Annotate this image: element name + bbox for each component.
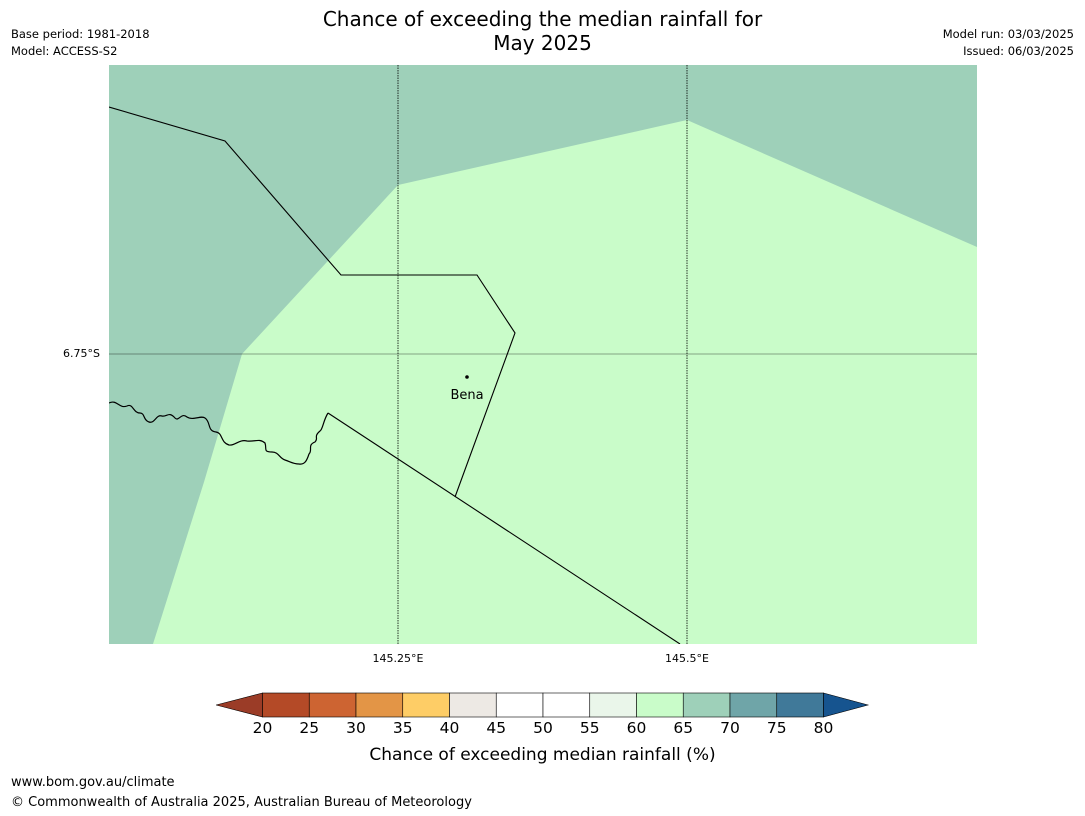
colorbar-label: Chance of exceeding median rainfall (%) — [369, 745, 716, 765]
band-60-65-region — [153, 120, 977, 644]
colorbar-tick-20: 20 — [252, 719, 273, 737]
model-name: Model: ACCESS-S2 — [11, 44, 118, 58]
colorbar-tick-70: 70 — [720, 719, 740, 737]
colorbar-tick-30: 30 — [346, 719, 366, 737]
colorbar-box-50-55 — [542, 692, 591, 718]
colorbar-tick-55: 55 — [579, 719, 600, 737]
province-boundary — [109, 106, 516, 498]
colorbar-box-60-65 — [636, 692, 684, 718]
province-boundary-south — [327, 412, 681, 644]
colorbar — [216, 692, 870, 718]
place-label-bena: Bena — [450, 388, 484, 403]
colorbar-box-55-60 — [589, 692, 637, 718]
colorbar-box-20-25 — [262, 692, 310, 718]
footer-copyright: © Commonwealth of Australia 2025, Austra… — [11, 795, 472, 810]
lat-label-6-75s: 6.75°S — [63, 347, 100, 360]
colorbar-tick-50: 50 — [533, 719, 553, 737]
colorbar-boxes — [262, 692, 824, 718]
colorbar-tick-65: 65 — [673, 719, 694, 737]
colorbar-tick-75: 75 — [766, 719, 787, 737]
issued-date: Issued: 06/03/2025 — [963, 44, 1074, 58]
model-run: Model run: 03/03/2025 — [942, 27, 1074, 41]
footer-url: www.bom.gov.au/climate — [11, 775, 175, 790]
colorbar-tick-80: 80 — [813, 719, 834, 737]
bena-marker — [465, 375, 469, 379]
coastline — [109, 401, 329, 465]
colorbar-tick-35: 35 — [392, 719, 413, 737]
map-svg — [109, 65, 977, 644]
colorbar-box-35-40 — [402, 692, 450, 718]
meta-right: Model run: 03/03/2025 Issued: 06/03/2025 — [943, 26, 1074, 60]
base-period: Base period: 1981-2018 — [11, 27, 150, 41]
title-line-2: May 2025 — [493, 31, 592, 55]
map-title: Chance of exceeding the median rainfall … — [0, 7, 1085, 55]
colorbar-box-25-30 — [308, 692, 357, 718]
colorbar-extend-low — [216, 692, 263, 718]
colorbar-tick-25: 25 — [299, 719, 320, 737]
colorbar-box-75-80 — [776, 692, 824, 718]
title-line-1: Chance of exceeding the median rainfall … — [322, 7, 763, 31]
meta-left: Base period: 1981-2018 Model: ACCESS-S2 — [11, 26, 150, 60]
colorbar-tick-45: 45 — [486, 719, 507, 737]
colorbar-tick-60: 60 — [626, 719, 647, 737]
colorbar-box-45-50 — [495, 692, 544, 718]
colorbar-box-65-70 — [682, 692, 731, 718]
colorbar-box-70-75 — [729, 692, 778, 718]
colorbar-box-40-45 — [449, 692, 497, 718]
colorbar-box-30-35 — [355, 692, 404, 718]
colorbar-tick-40: 40 — [439, 719, 460, 737]
lon-label-145-5e: 145.5°E — [665, 652, 709, 665]
rainfall-map — [109, 65, 977, 644]
lon-label-145-25e: 145.25°E — [372, 652, 424, 665]
colorbar-extend-high — [823, 692, 870, 718]
